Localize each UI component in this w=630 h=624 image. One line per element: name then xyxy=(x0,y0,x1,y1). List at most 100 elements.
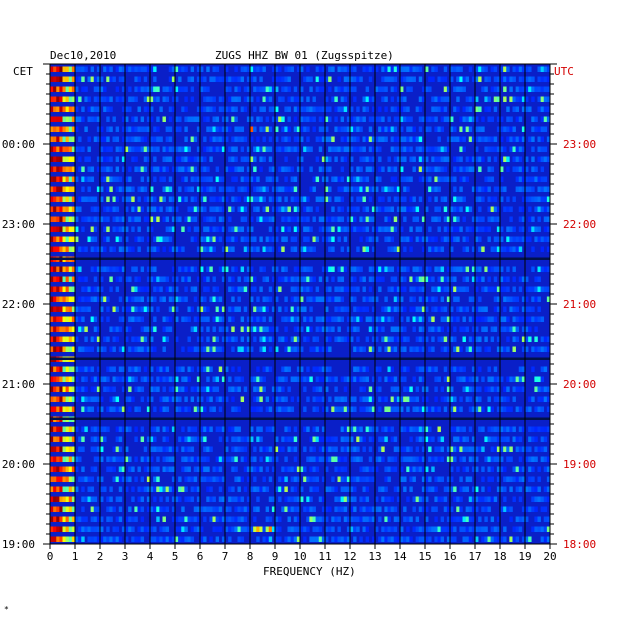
spectrogram-cell xyxy=(84,156,88,162)
spectrogram-cell xyxy=(540,426,545,432)
spectrogram-cell xyxy=(400,366,404,372)
spectrogram-cell xyxy=(203,316,207,322)
spectrogram-cell xyxy=(453,126,457,132)
spectrogram-cell xyxy=(68,76,73,82)
spectrogram-cell xyxy=(318,396,323,402)
spectrogram-cell xyxy=(159,446,163,452)
spectrogram-cell xyxy=(284,406,288,412)
spectrogram-cell xyxy=(418,286,423,292)
spectrogram-cell xyxy=(228,76,232,82)
spectrogram-cell xyxy=(406,336,410,342)
spectrogram-cell xyxy=(71,516,76,522)
spectrogram-cell xyxy=(362,496,366,502)
spectrogram-cell xyxy=(231,456,235,462)
spectrogram-cell xyxy=(390,186,395,192)
spectrogram-cell xyxy=(368,316,373,322)
spectrogram-cell xyxy=(428,276,432,282)
spectrogram-cell xyxy=(265,126,270,132)
spectrogram-cell xyxy=(300,496,304,502)
spectrogram-cell xyxy=(134,126,138,132)
spectrogram-cell xyxy=(196,506,201,512)
spectrogram-cell xyxy=(268,366,273,372)
spectrogram-cell xyxy=(325,266,329,272)
spectrogram-cell xyxy=(265,296,270,302)
spectrogram-cell xyxy=(287,76,291,82)
spectrogram-cell xyxy=(262,476,266,482)
spectrogram-cell xyxy=(93,436,98,442)
spectrogram-cell xyxy=(65,526,70,532)
spectrogram-cell xyxy=(353,116,357,122)
spectrogram-cell xyxy=(343,226,348,232)
spectrogram-cell xyxy=(306,506,310,512)
spectrogram-cell xyxy=(250,156,254,162)
spectrogram-cell xyxy=(531,216,535,222)
spectrogram-cell xyxy=(278,306,282,312)
spectrogram-cell xyxy=(365,526,370,532)
spectrogram-cell xyxy=(62,166,66,172)
spectrogram-cell xyxy=(253,126,257,132)
spectrogram-cell xyxy=(137,136,141,142)
spectrogram-cell xyxy=(196,206,201,212)
spectrogram-cell xyxy=(256,496,260,502)
spectrogram-cell xyxy=(468,516,473,522)
spectrogram-cell xyxy=(190,476,195,482)
spectrogram-cell xyxy=(134,386,138,392)
spectrogram-cell xyxy=(115,236,120,242)
spectrogram-cell xyxy=(368,396,373,402)
spectrogram-cell xyxy=(115,536,120,542)
spectrogram-cell xyxy=(281,186,285,192)
spectrogram-cell xyxy=(250,66,254,72)
spectrogram-cell xyxy=(71,366,76,372)
spectrogram-cell xyxy=(243,206,248,212)
spectrogram-cell xyxy=(443,526,448,532)
spectrogram-cell xyxy=(346,126,351,132)
spectrogram-cell xyxy=(112,216,116,222)
spectrogram-cell xyxy=(240,376,245,382)
spectrogram-cell xyxy=(228,96,232,102)
spectrogram-cell xyxy=(353,66,357,72)
spectrogram-cell xyxy=(459,66,463,72)
spectrogram-cell xyxy=(90,166,95,172)
spectrogram-cell xyxy=(237,306,241,312)
spectrogram-cell xyxy=(162,186,166,192)
spectrogram-cell xyxy=(228,126,232,132)
spectrogram-cell xyxy=(178,496,182,502)
spectrogram-cell xyxy=(131,516,135,522)
spectrogram-cell xyxy=(468,296,473,302)
spectrogram-cell xyxy=(309,376,313,382)
spectrogram-cell xyxy=(521,66,526,72)
spectrogram-cell xyxy=(509,486,513,492)
spectrogram-cell xyxy=(171,456,176,462)
spectrogram-cell xyxy=(53,396,57,402)
spectrogram-cell xyxy=(71,466,76,472)
spectrogram-cell xyxy=(321,516,326,522)
spectrogram-cell xyxy=(175,386,179,392)
spectrogram-cell xyxy=(187,216,191,222)
spectrogram-cell xyxy=(403,326,407,332)
spectrogram-cell xyxy=(421,386,426,392)
spectrogram-cell xyxy=(265,336,270,342)
spectrogram-cell xyxy=(393,246,398,252)
spectrogram-cell xyxy=(171,296,176,302)
spectrogram-cell xyxy=(393,226,398,232)
spectrogram-cell xyxy=(87,176,91,182)
spectrogram-cell xyxy=(231,186,235,192)
spectrogram-cell xyxy=(65,76,70,82)
spectrogram-cell xyxy=(475,266,479,272)
spectrogram-cell xyxy=(140,176,145,182)
spectrogram-cell xyxy=(371,306,376,312)
spectrogram-cell xyxy=(246,526,251,532)
spectrogram-cell xyxy=(71,346,76,352)
spectrogram-cell xyxy=(406,396,410,402)
spectrogram-cell xyxy=(281,486,285,492)
spectrogram-cell xyxy=(493,326,498,332)
spectrogram-cell xyxy=(415,276,420,282)
spectrogram-cell xyxy=(268,536,273,542)
spectrogram-cell xyxy=(81,496,85,502)
spectrogram-cell xyxy=(84,126,88,132)
spectrogram-cell xyxy=(68,516,73,522)
spectrogram-cell xyxy=(90,436,95,442)
spectrogram-cell xyxy=(81,446,85,452)
spectrogram-cell xyxy=(456,406,460,412)
spectrogram-cell xyxy=(181,526,185,532)
